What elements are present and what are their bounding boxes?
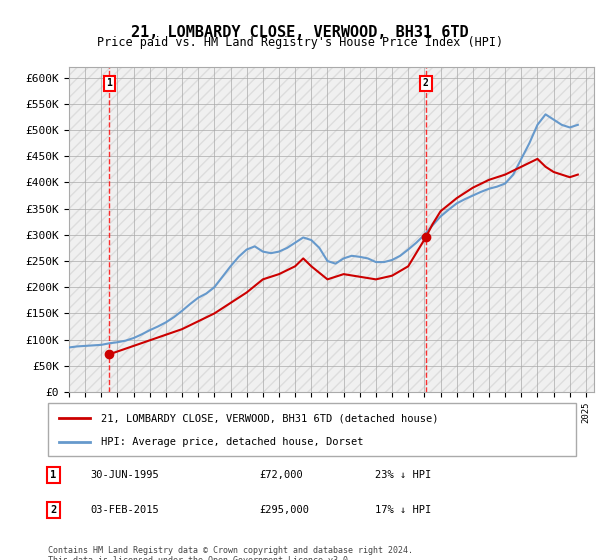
Text: HPI: Average price, detached house, Dorset: HPI: Average price, detached house, Dors… bbox=[101, 436, 364, 446]
Text: 2: 2 bbox=[423, 78, 428, 88]
Text: 2: 2 bbox=[50, 505, 56, 515]
Text: 23% ↓ HPI: 23% ↓ HPI bbox=[376, 470, 431, 480]
Text: 30-JUN-1995: 30-JUN-1995 bbox=[90, 470, 159, 480]
Text: 1: 1 bbox=[106, 78, 112, 88]
Text: 1: 1 bbox=[50, 470, 56, 480]
FancyBboxPatch shape bbox=[48, 403, 576, 456]
Text: £295,000: £295,000 bbox=[259, 505, 309, 515]
Text: Price paid vs. HM Land Registry's House Price Index (HPI): Price paid vs. HM Land Registry's House … bbox=[97, 36, 503, 49]
Text: Contains HM Land Registry data © Crown copyright and database right 2024.
This d: Contains HM Land Registry data © Crown c… bbox=[48, 546, 413, 560]
Text: 03-FEB-2015: 03-FEB-2015 bbox=[90, 505, 159, 515]
Text: 21, LOMBARDY CLOSE, VERWOOD, BH31 6TD (detached house): 21, LOMBARDY CLOSE, VERWOOD, BH31 6TD (d… bbox=[101, 413, 438, 423]
Text: £72,000: £72,000 bbox=[259, 470, 303, 480]
Text: 17% ↓ HPI: 17% ↓ HPI bbox=[376, 505, 431, 515]
Text: 21, LOMBARDY CLOSE, VERWOOD, BH31 6TD: 21, LOMBARDY CLOSE, VERWOOD, BH31 6TD bbox=[131, 25, 469, 40]
